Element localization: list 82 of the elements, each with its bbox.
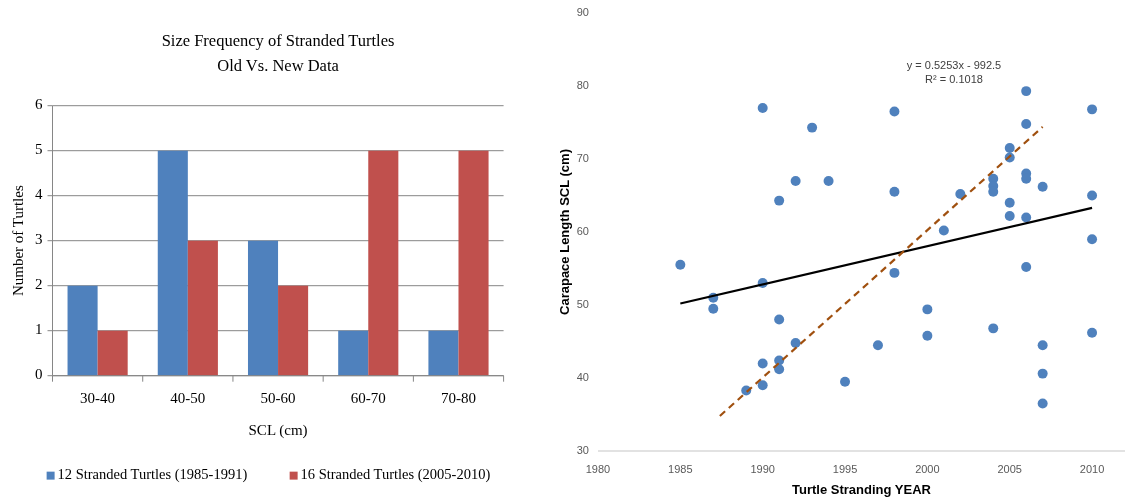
point xyxy=(1037,398,1048,409)
y-tick-label: 5 xyxy=(35,141,43,158)
x-tick-label: 60-70 xyxy=(350,390,386,407)
point xyxy=(757,380,768,391)
point xyxy=(1087,327,1098,338)
point xyxy=(807,122,818,133)
point xyxy=(889,267,900,278)
x-tick-label: 1995 xyxy=(832,462,858,475)
annotation: y = 0.5253x - 992.5 xyxy=(906,58,1002,71)
point xyxy=(774,314,785,325)
x-tick-label: 70-80 xyxy=(440,390,476,407)
point xyxy=(1037,368,1048,379)
x-tick-label: 2010 xyxy=(1079,462,1105,475)
point xyxy=(757,358,768,369)
legend-label: 16 Stranded Turtles (2005-2010) xyxy=(300,466,491,484)
y-axis-title: Carapace Length SCL (cm) xyxy=(557,149,573,315)
x-tick-label: 2000 xyxy=(915,462,940,475)
point xyxy=(1087,234,1098,245)
y-tick-label: 1 xyxy=(35,321,43,338)
point xyxy=(840,376,851,387)
point xyxy=(1037,340,1048,351)
point xyxy=(774,195,785,206)
point xyxy=(1037,181,1048,192)
point xyxy=(1087,104,1098,115)
bar xyxy=(278,285,309,376)
y-tick-label: 2 xyxy=(35,276,43,293)
point xyxy=(988,323,999,334)
point xyxy=(889,106,900,117)
y-tick-label: 60 xyxy=(576,224,589,237)
point xyxy=(1004,143,1015,154)
bar xyxy=(187,240,218,376)
point xyxy=(922,330,933,341)
point xyxy=(1004,210,1015,221)
y-tick-label: 70 xyxy=(576,151,589,164)
x-axis-title: Turtle Stranding YEAR xyxy=(792,482,932,498)
point xyxy=(872,340,883,351)
point xyxy=(1021,262,1032,273)
point xyxy=(1021,212,1032,223)
x-tick-label: 2005 xyxy=(997,462,1022,475)
y-tick-label: 40 xyxy=(576,370,589,383)
bar xyxy=(247,240,279,376)
y-tick-label: 90 xyxy=(576,5,589,18)
legend-label: 12 Stranded Turtles (1985-1991) xyxy=(57,466,248,484)
bar xyxy=(368,150,399,376)
y-tick-label: 3 xyxy=(35,231,43,248)
y-tick-label: 30 xyxy=(576,443,589,456)
x-tick-label: 1985 xyxy=(668,462,693,475)
point xyxy=(1021,86,1032,97)
point xyxy=(955,189,966,200)
point xyxy=(938,225,949,236)
point xyxy=(823,175,834,186)
annotation: R² = 0.1018 xyxy=(925,72,983,85)
bar xyxy=(338,330,369,376)
point xyxy=(889,186,900,197)
bar xyxy=(67,285,98,376)
point xyxy=(1004,197,1015,208)
chart-subtitle: Old Vs. New Data xyxy=(217,55,340,75)
point xyxy=(790,337,801,348)
point xyxy=(922,304,933,315)
bar xyxy=(157,150,188,376)
x-axis-title: SCL (cm) xyxy=(248,422,308,440)
y-tick-label: 6 xyxy=(35,96,43,113)
x-tick-label: 50-60 xyxy=(260,390,296,407)
bar xyxy=(97,330,128,376)
point xyxy=(757,102,768,113)
chart-title: Size Frequency of Stranded Turtles xyxy=(161,30,395,50)
point xyxy=(790,175,801,186)
bar xyxy=(428,330,459,376)
point xyxy=(708,303,719,314)
y-tick-label: 80 xyxy=(576,78,589,91)
bar xyxy=(458,150,489,376)
x-tick-label: 1990 xyxy=(750,462,775,475)
point xyxy=(1021,118,1032,129)
y-axis-title: Number of Turtles xyxy=(10,185,27,297)
y-tick-label: 50 xyxy=(576,297,589,310)
x-tick-label: 30-40 xyxy=(80,390,116,407)
x-tick-label: 1980 xyxy=(585,462,611,475)
x-tick-label: 40-50 xyxy=(170,390,206,407)
point xyxy=(1087,190,1098,201)
y-tick-label: 4 xyxy=(35,186,43,203)
y-tick-label: 0 xyxy=(35,366,43,383)
point xyxy=(675,259,686,270)
